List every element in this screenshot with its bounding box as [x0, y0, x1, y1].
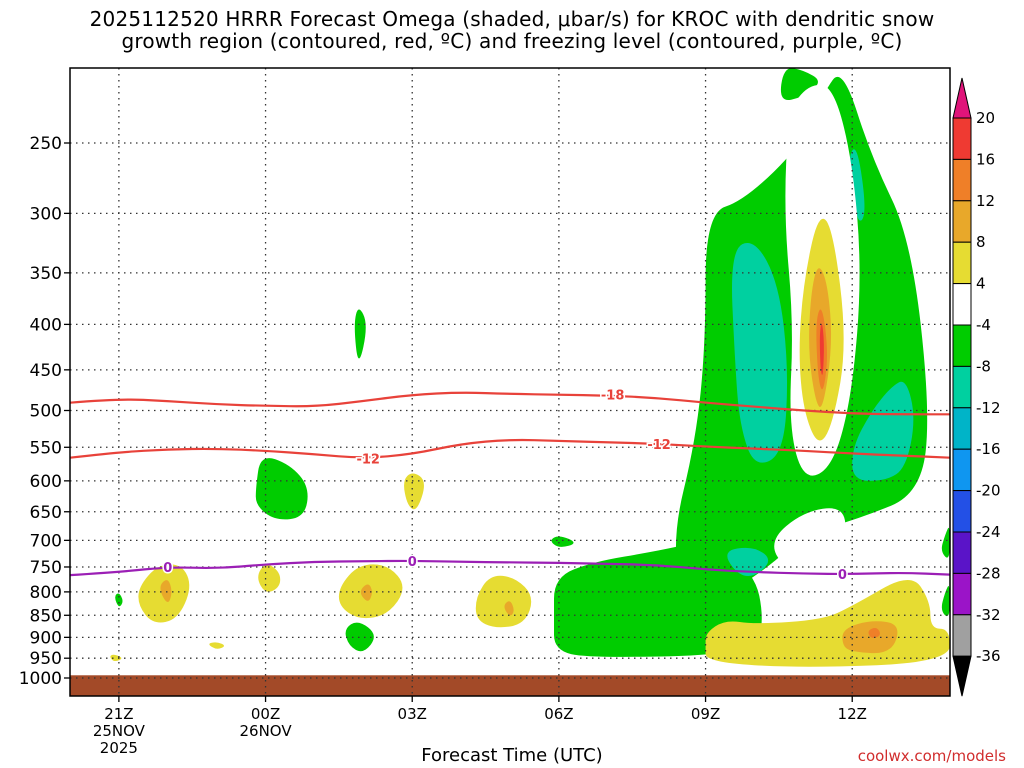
- colorbar-label-12: 12: [976, 192, 995, 210]
- x-tick-year-21Z: 2025: [100, 739, 138, 757]
- contour--12-line: [70, 438, 950, 459]
- y-tick-label-250: 250: [30, 134, 62, 154]
- contour-label-0: 0: [163, 561, 172, 576]
- omega-region-4: [345, 622, 374, 652]
- colorbar-label--4: -4: [976, 316, 991, 334]
- colorbar-label--8: -8: [976, 357, 991, 375]
- x-tick-label-06Z: 06Z: [544, 705, 573, 723]
- y-tick-label-950: 950: [30, 649, 62, 669]
- colorbar-swatch-6: [952, 365, 972, 409]
- y-tick-label-450: 450: [30, 361, 62, 381]
- colorbar-swatch-8: [952, 448, 972, 492]
- colorbar-label--12: -12: [976, 399, 1001, 417]
- omega-region-27: [360, 584, 372, 601]
- omega-region-12: [849, 149, 865, 221]
- colorbar-label-20: 20: [976, 109, 995, 127]
- colorbar-bottom-triangle: [952, 655, 972, 697]
- contour-label--12: -12: [647, 438, 671, 453]
- colorbar-label--16: -16: [976, 440, 1001, 458]
- y-tick-label-400: 400: [30, 315, 62, 335]
- y-tick-label-350: 350: [30, 264, 62, 284]
- x-tick-label-21Z: 21Z: [104, 705, 133, 723]
- x-tick-label-03Z: 03Z: [398, 705, 427, 723]
- omega-region-26: [160, 580, 172, 603]
- colorbar-label-8: 8: [976, 233, 986, 251]
- colorbar-swatch-12: [952, 614, 972, 657]
- contours: -18 -12 -12 0 0 0: [70, 387, 950, 585]
- colorbar-top-triangle: [952, 77, 972, 119]
- omega-region-32: [819, 323, 824, 375]
- y-tick-label-700: 700: [30, 531, 62, 551]
- y-tick-label-900: 900: [30, 628, 62, 648]
- y-tick-label-600: 600: [30, 472, 62, 492]
- axes: 2503003504004505005506006507007508008509…: [19, 67, 951, 757]
- colorbar-label--24: -24: [976, 523, 1001, 541]
- credit-link[interactable]: coolwx.com/models: [857, 747, 1006, 765]
- colorbar-swatch-4: [952, 283, 972, 326]
- omega-region-24: [209, 642, 224, 649]
- colorbar-label--28: -28: [976, 564, 1001, 582]
- contour-0-line: [70, 559, 950, 577]
- y-tick-label-750: 750: [30, 558, 62, 578]
- title-line-2: growth region (contoured, red, ºC) and f…: [121, 29, 903, 53]
- omega-region-3: [255, 458, 308, 520]
- x-tick-date-21Z: 25NOV: [93, 722, 146, 740]
- colorbar-swatch-9: [952, 490, 972, 533]
- colorbar-swatch-7: [952, 407, 972, 450]
- omega-region-7: [115, 593, 123, 607]
- colorbar-label--20: -20: [976, 482, 1001, 500]
- colorbar-label-4: 4: [976, 275, 986, 293]
- omega-region-9: [941, 585, 950, 617]
- colorbar-swatch-1: [952, 158, 972, 202]
- y-tick-label-500: 500: [30, 402, 62, 422]
- contour--18-line: [70, 391, 950, 416]
- omega-region-15: [774, 508, 846, 568]
- omega-region-6: [551, 536, 574, 547]
- chart-title: 2025112520 HRRR Forecast Omega (shaded, …: [0, 8, 1024, 52]
- contour-label--12: -12: [356, 452, 380, 467]
- x-tick-date-00Z: 26NOV: [239, 722, 292, 740]
- x-tick-label-09Z: 09Z: [691, 705, 720, 723]
- x-tick-label-12Z: 12Z: [838, 705, 867, 723]
- colorbar-label-16: 16: [976, 150, 995, 168]
- colorbar-label--32: -32: [976, 606, 1001, 624]
- contour-label--18: -18: [601, 389, 625, 404]
- omega-region-29: [842, 621, 898, 654]
- y-tick-label-800: 800: [30, 583, 62, 603]
- omega-region-13: [727, 547, 769, 577]
- ground-surface: [70, 675, 950, 696]
- colorbar: 20 16 12 8 4 -4 -8 -12 -16 -20 -24 -28 -32 -36: [952, 77, 1001, 697]
- colorbar-swatch-5: [952, 324, 972, 367]
- y-tick-label-300: 300: [30, 204, 62, 224]
- colorbar-swatch-0: [952, 117, 972, 160]
- plot-frame: [69, 67, 951, 697]
- omega-region-18: [258, 564, 281, 592]
- omega-region-21: [475, 575, 532, 628]
- omega-region-28: [504, 601, 514, 616]
- omega-region-1: [554, 544, 762, 657]
- colorbar-swatch-10: [952, 531, 972, 574]
- omega-shading: [70, 68, 950, 696]
- colorbar-swatch-11: [952, 572, 972, 616]
- x-axis-label: Forecast Time (UTC): [421, 745, 603, 766]
- x-tick-label-00Z: 00Z: [251, 705, 280, 723]
- y-tick-label-850: 850: [30, 606, 62, 626]
- y-tick-label-550: 550: [30, 438, 62, 458]
- omega-region-8: [941, 527, 950, 558]
- omega-region-5: [354, 309, 366, 359]
- omega-region-31: [868, 627, 880, 639]
- y-tick-label-1000: 1000: [19, 669, 62, 689]
- title-line-1: 2025112520 HRRR Forecast Omega (shaded, …: [89, 7, 935, 31]
- y-tick-label-650: 650: [30, 503, 62, 523]
- omega-region-20: [404, 473, 424, 510]
- colorbar-swatch-2: [952, 200, 972, 243]
- colorbar-swatch-3: [952, 241, 972, 285]
- contour-label-0: 0: [838, 568, 847, 583]
- contour-label-0: 0: [408, 555, 417, 570]
- colorbar-label--36: -36: [976, 647, 1001, 665]
